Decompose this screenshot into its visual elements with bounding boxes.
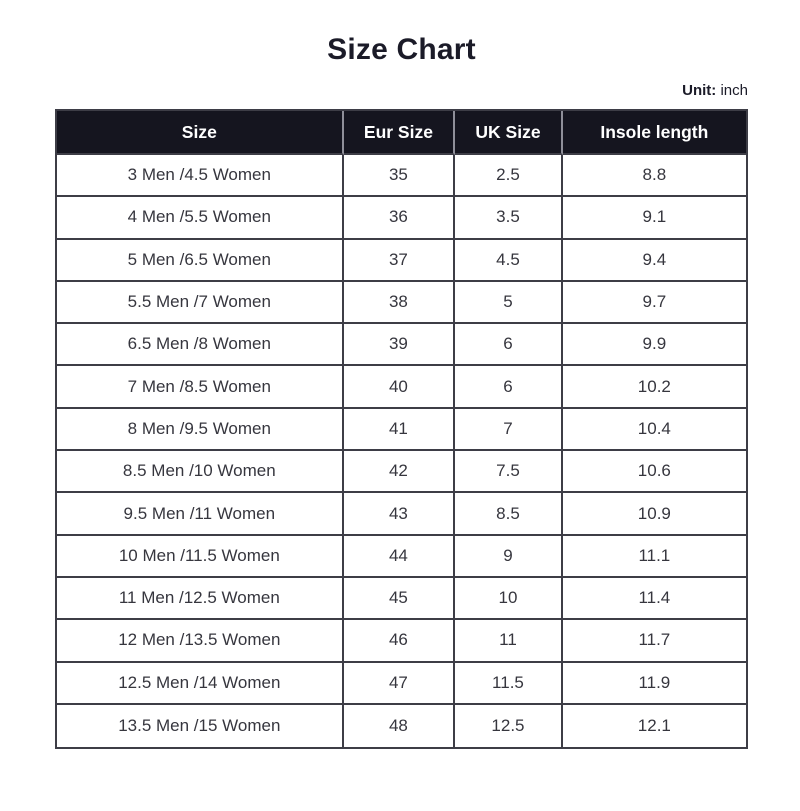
table-cell: 42 [343,451,456,494]
table-row: 4 Men /5.5 Women 36 3.5 9.1 [57,197,746,240]
table-cell: 12 Men /13.5 Women [57,620,344,663]
table-cell: 8 Men /9.5 Women [57,408,344,452]
table-row: 12.5 Men /14 Women 47 11.5 11.9 [57,662,746,705]
table-cell: 11.9 [562,662,746,705]
table-row: 8 Men /9.5 Women 41 7 10.4 [57,408,746,452]
table-cell: 9 [455,535,563,578]
table-cell: 11.5 [455,662,563,705]
table-cell: 2.5 [455,155,563,198]
table-cell: 37 [343,239,456,282]
column-header: UK Size [455,111,563,155]
size-chart-table: Size Eur Size UK Size Insole length 3 Men /… [55,109,748,750]
table-row: 3 Men /4.5 Women 35 2.5 8.8 [57,155,746,198]
table-cell: 8.5 Men /10 Women [57,451,344,494]
table-cell: 8.8 [562,155,746,198]
table-cell: 7 [455,408,563,452]
table-cell: 10.2 [562,366,746,409]
table-cell: 45 [343,577,456,621]
table-cell: 12.5 [455,704,563,748]
column-header: Size [57,111,344,155]
table-cell: 5 [455,281,563,325]
table-cell: 11.4 [562,577,746,621]
table-cell: 9.1 [562,197,746,240]
table-cell: 8.5 [455,493,563,536]
table-row: 5.5 Men /7 Women 38 5 9.7 [57,281,746,325]
table-cell: 43 [343,493,456,536]
table-cell: 47 [343,662,456,705]
table-row: 6.5 Men /8 Women 39 6 9.9 [57,324,746,367]
table-cell: 36 [343,197,456,240]
table-cell: 10.9 [562,493,746,536]
table-cell: 48 [343,704,456,748]
table-cell: 10.6 [562,451,746,494]
table-cell: 7 Men /8.5 Women [57,366,344,409]
column-header: Insole length [562,111,746,155]
table-cell: 3.5 [455,197,563,240]
table-cell: 3 Men /4.5 Women [57,155,344,198]
table-cell: 11 [455,620,563,663]
table-cell: 9.7 [562,281,746,325]
table-row: 9.5 Men /11 Women 43 8.5 10.9 [57,493,746,536]
table-cell: 5.5 Men /7 Women [57,281,344,325]
table-row: 12 Men /13.5 Women 46 11 11.7 [57,620,746,663]
table-cell: 11.1 [562,535,746,578]
table-row: 7 Men /8.5 Women 40 6 10.2 [57,366,746,409]
table-header-row: Size Eur Size UK Size Insole length [57,111,746,155]
table-cell: 6 [455,324,563,367]
table-row: 13.5 Men /15 Women 48 12.5 12.1 [57,704,746,748]
table-cell: 7.5 [455,451,563,494]
table-row: 8.5 Men /10 Women 42 7.5 10.6 [57,451,746,494]
table-cell: 10 [455,577,563,621]
table-cell: 10.4 [562,408,746,452]
table-cell: 41 [343,408,456,452]
table-cell: 12.1 [562,704,746,748]
unit-value: inch [720,82,748,99]
table-cell: 13.5 Men /15 Women [57,704,344,748]
size-chart-content: Size Chart Unit: inch Size Eur Size UK Siz… [55,0,748,750]
table-cell: 11.7 [562,620,746,663]
unit-line: Unit: inch [55,82,748,99]
table-row: 5 Men /6.5 Women 37 4.5 9.4 [57,239,746,282]
table-cell: 6.5 Men /8 Women [57,324,344,367]
table-cell: 35 [343,155,456,198]
column-header: Eur Size [343,111,456,155]
table-cell: 46 [343,620,456,663]
unit-label: Unit: [682,82,717,99]
table-cell: 4.5 [455,239,563,282]
table-cell: 9.4 [562,239,746,282]
table-cell: 44 [343,535,456,578]
table-cell: 38 [343,281,456,325]
table-row: 10 Men /11.5 Women 44 9 11.1 [57,535,746,578]
table-cell: 9.9 [562,324,746,367]
table-cell: 12.5 Men /14 Women [57,662,344,705]
table-row: 11 Men /12.5 Women 45 10 11.4 [57,577,746,621]
table-cell: 5 Men /6.5 Women [57,239,344,282]
table-cell: 10 Men /11.5 Women [57,535,344,578]
table-cell: 39 [343,324,456,367]
table-cell: 6 [455,366,563,409]
page-title: Size Chart [327,33,476,66]
table-cell: 9.5 Men /11 Women [57,493,344,536]
table-cell: 11 Men /12.5 Women [57,577,344,621]
table-cell: 40 [343,366,456,409]
table-cell: 4 Men /5.5 Women [57,197,344,240]
